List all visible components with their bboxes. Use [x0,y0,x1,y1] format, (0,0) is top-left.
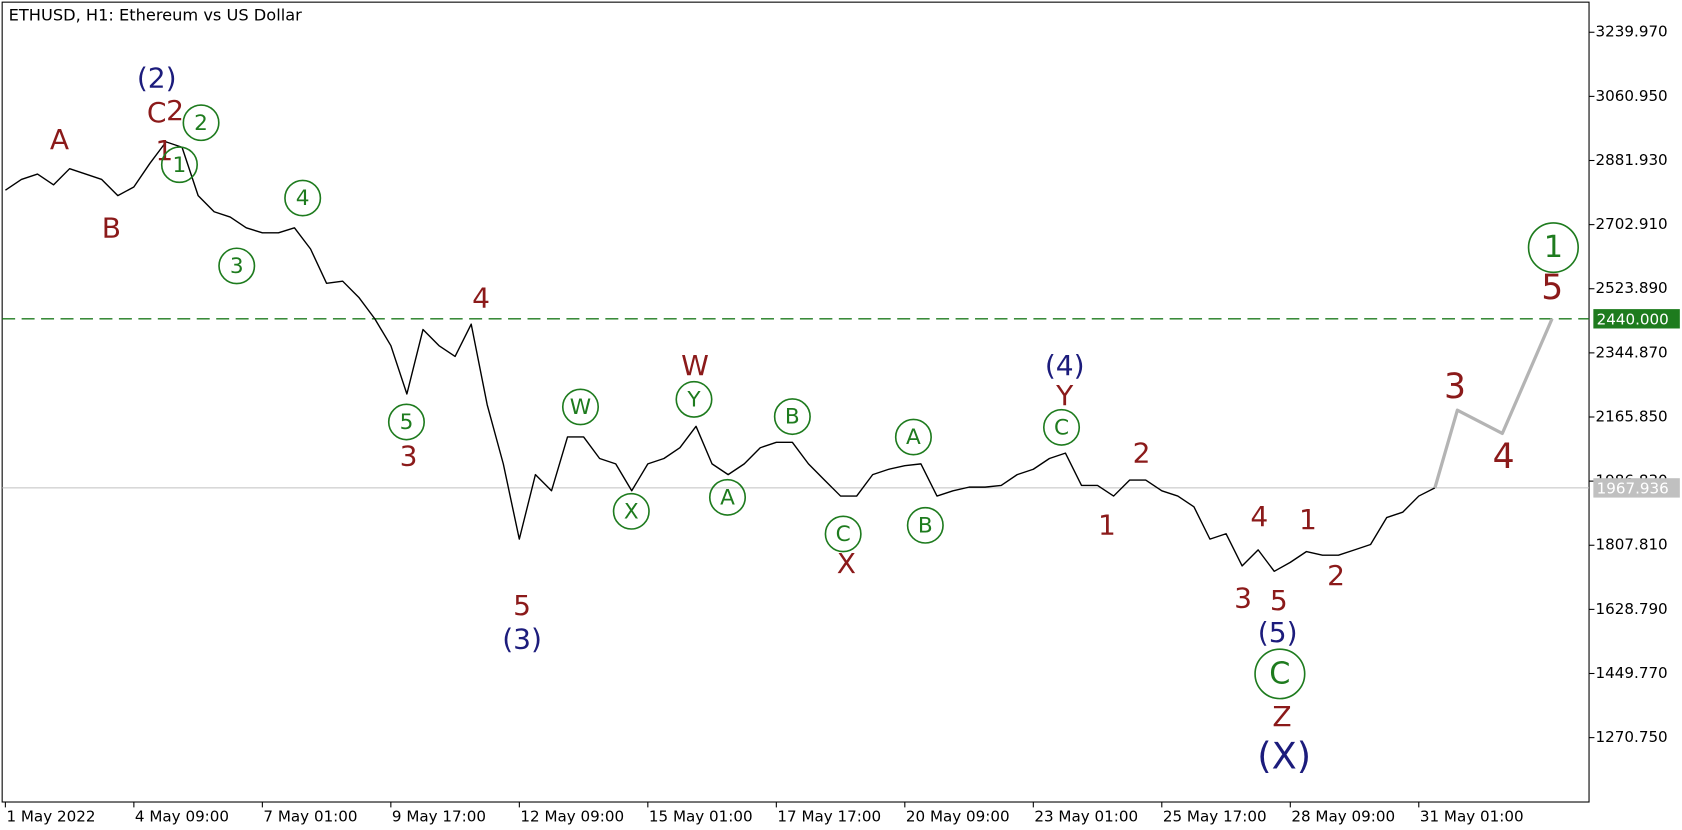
wave-label: A [720,485,735,510]
wave-label: C [147,96,167,129]
x-tick-label: 17 May 17:00 [777,808,881,826]
price-level-label: 1967.936 [1597,479,1669,497]
x-tick-label: 12 May 09:00 [520,808,624,826]
wave-circle [612,492,650,530]
x-tick-label: 15 May 01:00 [649,808,753,826]
wave-label: (4) [1045,349,1085,382]
plot-frame [1,1,1590,803]
wave-label: 3 [230,254,244,279]
y-tick-label: 2881.930 [1596,151,1668,169]
wave-circle [1254,648,1306,700]
wave-label: W [570,395,591,420]
wave-label: 5 [1270,584,1288,617]
wave-label: (2) [137,62,177,95]
price-level-label: 2440.000 [1597,310,1669,328]
wave-circle [708,478,747,516]
wave-circle [182,104,220,142]
y-tick-label: 1628.790 [1596,600,1668,618]
y-tick-label: 3060.950 [1596,87,1668,105]
wave-label: B [785,405,800,430]
y-tick-label: 2165.850 [1596,408,1668,426]
wave-label: (3) [502,623,542,656]
x-tick-label: 20 May 09:00 [906,808,1010,826]
x-tick-label: 7 May 01:00 [263,808,357,826]
price-line [5,141,1436,573]
x-tick-label: 4 May 09:00 [135,808,229,826]
wave-label: C [836,522,851,547]
x-tick-label: 28 May 09:00 [1291,808,1395,826]
wave-label: 4 [1250,500,1268,533]
wave-label: 5 [513,589,531,622]
wave-label: B [102,211,121,244]
wave-label: W [681,349,709,382]
wave-label: X [837,547,856,580]
wave-label: C [1269,657,1290,692]
wave-label: 1 [155,134,173,167]
y-tick-label: 2702.910 [1596,215,1668,233]
wave-circle [675,380,713,418]
wave-label: X [624,499,639,524]
wave-label: 2 [1133,436,1151,469]
wave-label: 2 [194,111,208,136]
wave-circle [284,179,322,217]
x-tick-label: 23 May 01:00 [1034,808,1138,826]
y-tick-label: 1449.770 [1596,664,1668,682]
wave-label: (X) [1257,734,1311,777]
wave-label: 3 [1444,367,1466,407]
price-level-box [1593,478,1680,498]
wave-circle [561,388,600,426]
wave-circle [160,146,198,184]
chart-title: ETHUSD, H1: Ethereum vs US Dollar [9,6,303,25]
x-tick-label: 1 May 2022 [6,808,95,826]
wave-circle [824,515,862,553]
wave-label: Z [1272,700,1291,733]
x-tick-label: 9 May 17:00 [392,808,486,826]
wave-label: 1 [173,153,187,178]
price-level-box [1593,309,1680,329]
y-tick-label: 1807.810 [1596,536,1668,554]
wave-circle [894,418,932,456]
wave-label: A [50,123,69,156]
wave-label: Y [1055,379,1074,412]
wave-label: 2 [166,94,184,127]
wave-label: 3 [400,440,418,473]
wave-circle [906,506,944,544]
wave-label: 5 [400,410,414,435]
wave-label: Y [686,387,701,412]
y-tick-label: 2523.890 [1596,279,1668,297]
wave-label: C [1054,415,1069,440]
price-line [1433,318,1554,489]
wave-circle [387,403,425,441]
wave-circle [1042,408,1081,446]
wave-circle [1527,222,1579,274]
y-tick-label: 3239.970 [1596,23,1668,41]
wave-label: 1 [1098,508,1116,541]
x-tick-label: 31 May 01:00 [1420,808,1524,826]
y-tick-label: 1270.750 [1596,728,1668,746]
wave-label: B [918,513,933,538]
y-tick-label: 2344.870 [1596,343,1668,361]
wave-label: 1 [1299,503,1317,536]
wave-label: 4 [472,281,490,314]
wave-label: 1 [1544,230,1563,265]
wave-label: 3 [1234,582,1252,615]
wave-label: (5) [1258,616,1298,649]
wave-circle [218,247,256,285]
wave-label: 4 [1493,437,1515,477]
wave-label: 4 [296,186,310,211]
wave-label: 2 [1327,559,1345,592]
wave-label: A [906,425,921,450]
x-tick-label: 25 May 17:00 [1163,808,1267,826]
wave-circle [773,398,811,436]
wave-label: 5 [1541,268,1563,308]
